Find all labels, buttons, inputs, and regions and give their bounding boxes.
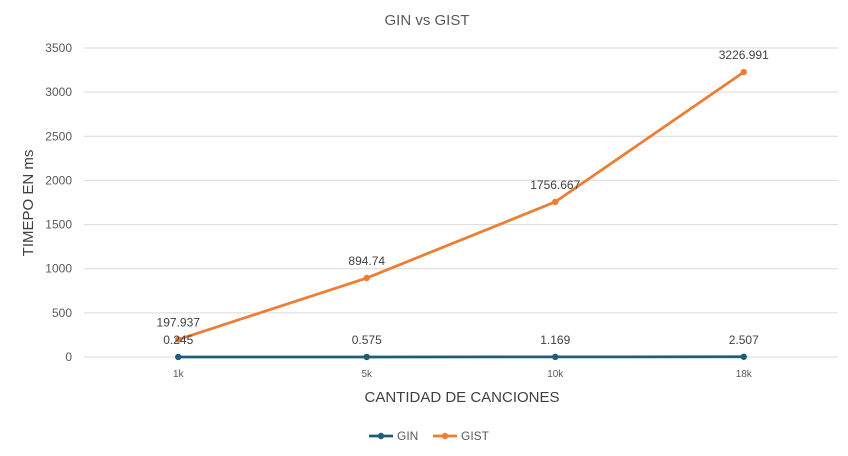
legend-marker-gin — [377, 432, 385, 440]
data-label-gist: 894.74 — [348, 254, 385, 268]
data-label-gin: 0.575 — [352, 333, 382, 347]
data-label-gist: 197.937 — [157, 316, 201, 330]
x-tick-label: 1k — [173, 369, 185, 380]
legend-label-gin: GIN — [397, 429, 418, 443]
y-tick-label: 2000 — [45, 173, 72, 187]
x-tick-label: 10k — [547, 369, 564, 380]
series-layer — [175, 68, 747, 361]
chart-title: GIN vs GIST — [384, 12, 469, 29]
data-point-gin — [175, 353, 182, 361]
data-label-gin: 1.169 — [540, 333, 570, 347]
data-label-gist: 3226.991 — [719, 48, 769, 62]
data-point-gist — [363, 274, 370, 282]
x-tick-label: 5k — [361, 369, 373, 380]
x-axis-title: CANTIDAD DE CANCIONES — [364, 389, 559, 406]
data-point-gist — [740, 68, 747, 76]
y-tick-label: 1000 — [45, 262, 72, 276]
x-tick-label: 18k — [736, 369, 753, 380]
data-point-gin — [552, 353, 559, 361]
y-axis-ticks: 0 500 1000 1500 2000 2500 3000 3500 — [45, 41, 72, 364]
y-axis-title: TIMEPO EN ms — [20, 150, 37, 257]
legend-marker-gist — [441, 432, 449, 440]
legend: GIN GIST — [369, 429, 490, 443]
data-point-gin — [740, 353, 747, 360]
legend-label-gist: GIST — [461, 429, 490, 443]
y-tick-label: 0 — [65, 350, 72, 364]
data-labels: 0.245 0.575 1.169 2.507 197.937 894.74 1756.66… — [157, 48, 770, 347]
y-tick-label: 1500 — [45, 218, 72, 232]
series-line-gist — [176, 70, 746, 341]
y-tick-label: 500 — [52, 306, 72, 320]
data-label-gist: 1756.667 — [530, 178, 580, 192]
x-axis-ticks: 1k 5k 10k 18k — [173, 369, 753, 380]
data-point-gist — [175, 336, 182, 343]
y-tick-label: 3500 — [45, 41, 72, 55]
data-label-gin: 0.245 — [163, 333, 193, 347]
y-tick-label: 3000 — [45, 85, 72, 99]
data-label-gin: 2.507 — [729, 333, 759, 347]
data-point-gin — [363, 353, 370, 361]
gridlines — [84, 47, 838, 358]
data-point-gist — [552, 198, 559, 206]
y-tick-label: 2500 — [45, 129, 72, 143]
